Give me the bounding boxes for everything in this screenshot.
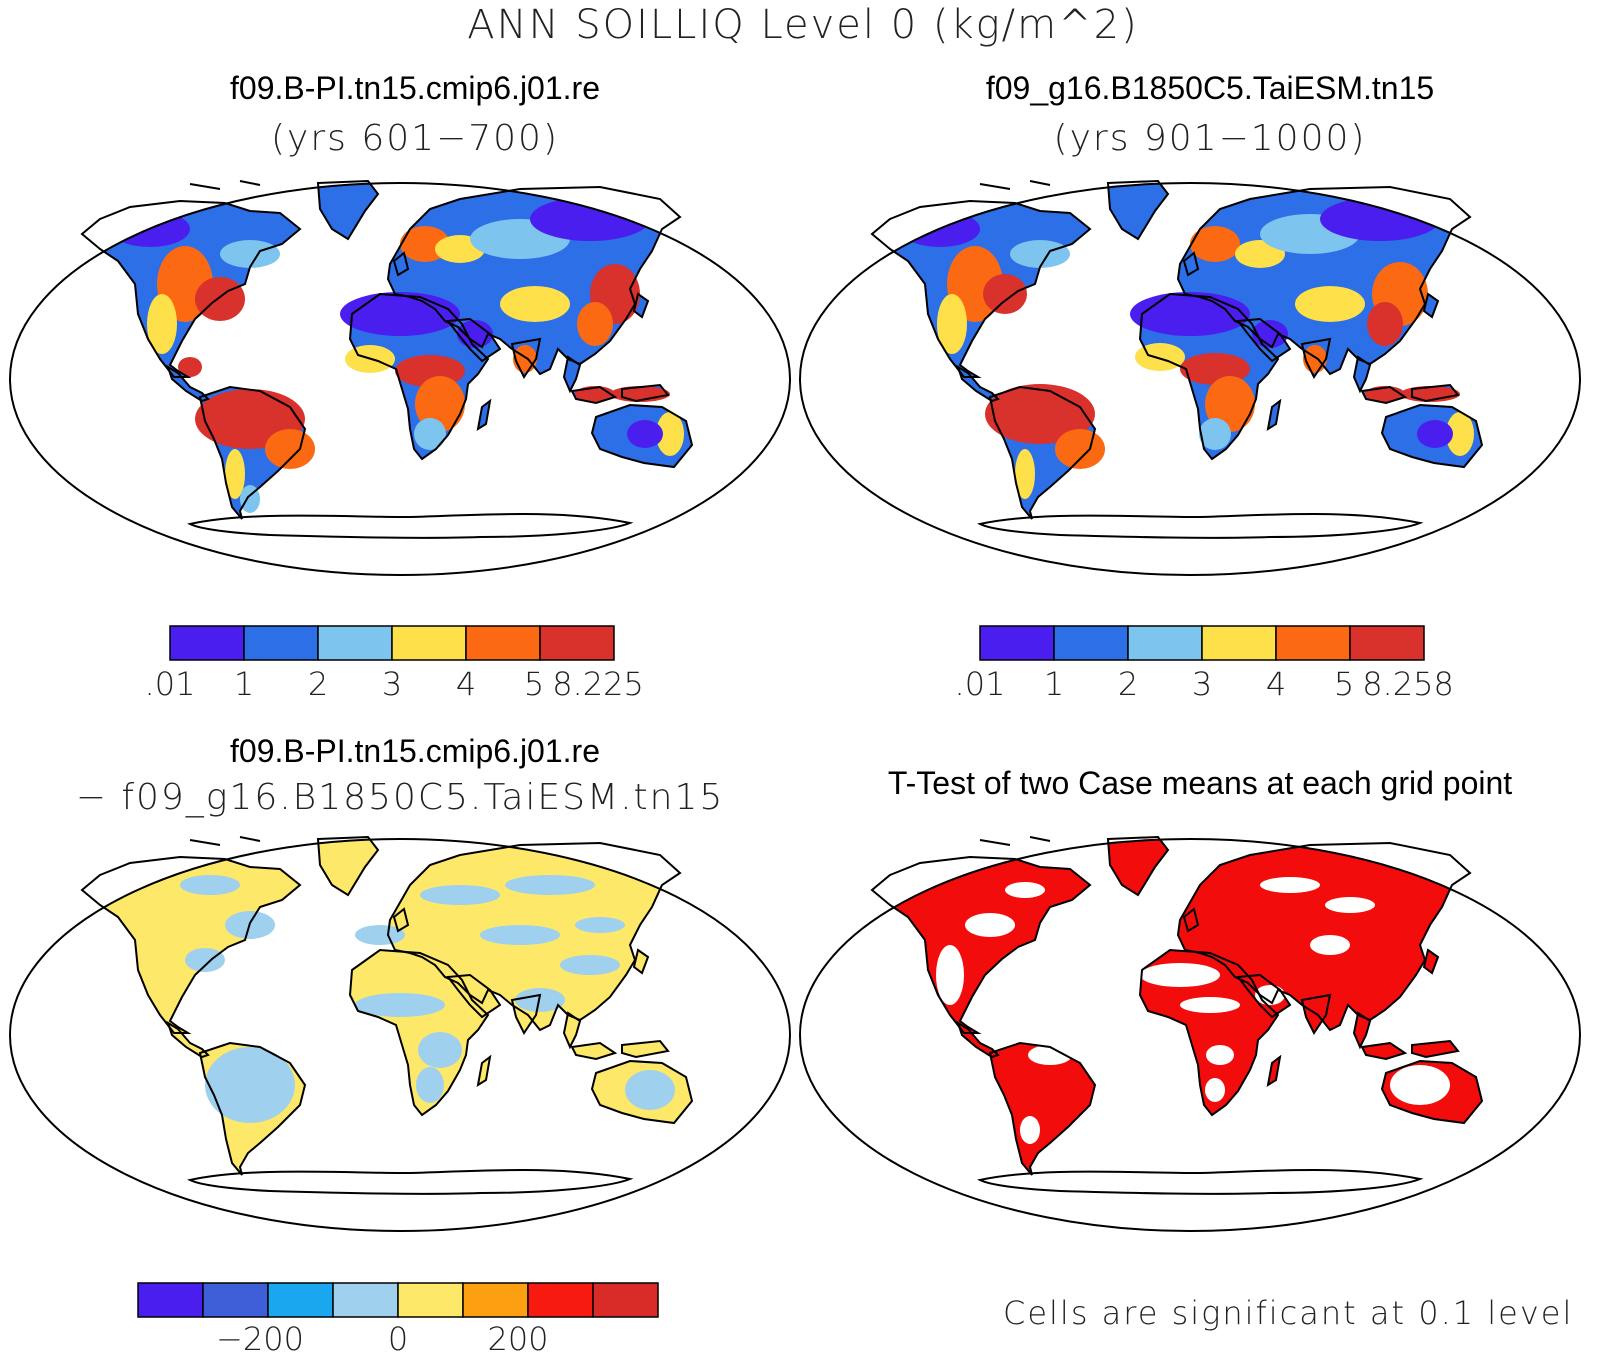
- map-panel-2: [872, 183, 1482, 519]
- colorbar-swatch: [539, 625, 615, 661]
- colorbar-3: [137, 1282, 659, 1318]
- map-border-2: [799, 182, 1581, 576]
- colorbar-swatch: [1275, 625, 1351, 661]
- colorbar-2: [979, 625, 1425, 661]
- colorbar-swatch: [169, 625, 245, 661]
- colorbar-tick-label: 4: [1265, 665, 1287, 703]
- colorbar-tick-label: 5: [523, 665, 545, 703]
- colorbar-swatch: [462, 1282, 529, 1318]
- colorbar-tick-label: 1: [233, 665, 255, 703]
- blob-layer: [900, 197, 1474, 499]
- colorbar-tick-label: 8.225: [552, 665, 644, 703]
- colorbar-swatch: [202, 1282, 269, 1318]
- panel-3-title: f09.B-PI.tn15.cmip6.j01.re: [230, 733, 600, 769]
- colorbar-swatch: [1053, 625, 1129, 661]
- panel-2-subtitle: (yrs 901−1000): [1053, 118, 1367, 159]
- colorbar-swatch: [465, 625, 541, 661]
- colorbar-tick-label: −200: [216, 1320, 304, 1358]
- colorbar-tick-label: 2: [307, 665, 329, 703]
- colorbar-tick-label: 1: [1043, 665, 1065, 703]
- map-border-1: [9, 182, 791, 576]
- colorbar-swatch: [243, 625, 319, 661]
- colorbar-swatch: [267, 1282, 334, 1318]
- colorbar-swatch: [397, 1282, 464, 1318]
- blob-layer: [110, 197, 684, 513]
- colorbar-swatch: [592, 1282, 659, 1318]
- colorbar-swatch: [527, 1282, 594, 1318]
- colorbar-tick-label: 4: [455, 665, 477, 703]
- colorbar-tick-label: 2: [1117, 665, 1139, 703]
- significance-note: Cells are significant at 0.1 level: [1003, 1294, 1574, 1332]
- colorbar-swatch: [137, 1282, 204, 1318]
- colorbar-tick-label: 0: [387, 1320, 409, 1358]
- colorbar-tick-label: 3: [381, 665, 403, 703]
- map-panel-4: [872, 839, 1482, 1175]
- map-border-4: [799, 838, 1581, 1232]
- colorbar-swatch: [391, 625, 467, 661]
- colorbar-swatch: [1127, 625, 1203, 661]
- colorbar-tick-label: .01: [954, 665, 1006, 703]
- colorbar-swatch: [317, 625, 393, 661]
- colorbar-swatch: [1201, 625, 1277, 661]
- panel-1-title: f09.B-PI.tn15.cmip6.j01.re: [230, 70, 600, 106]
- panel-4-title: T-Test of two Case means at each grid po…: [887, 765, 1513, 801]
- map-panel-1: [82, 183, 692, 519]
- colorbar-tick-label: 5: [1333, 665, 1355, 703]
- colorbar-tick-label: .01: [144, 665, 196, 703]
- panel-3-subtitle: − f09_g16.B1850C5.TaiESM.tn15: [75, 777, 725, 818]
- colorbar-swatch: [979, 625, 1055, 661]
- panel-2-title: f09_g16.B1850C5.TaiESM.tn15: [985, 70, 1435, 106]
- colorbar-tick-label: 200: [487, 1320, 549, 1358]
- colorbar-tick-label: 3: [1191, 665, 1213, 703]
- figure-title: ANN SOILLIQ Level 0 (kg/m^2): [467, 2, 1139, 48]
- map-border-3: [9, 838, 791, 1232]
- colorbar-swatch: [1349, 625, 1425, 661]
- colorbar-1: [169, 625, 615, 661]
- panel-1-subtitle: (yrs 601−700): [271, 118, 559, 159]
- colorbar-swatch: [332, 1282, 399, 1318]
- colorbar-tick-label: 8.258: [1362, 665, 1454, 703]
- non-significant-cells: [936, 877, 1450, 1144]
